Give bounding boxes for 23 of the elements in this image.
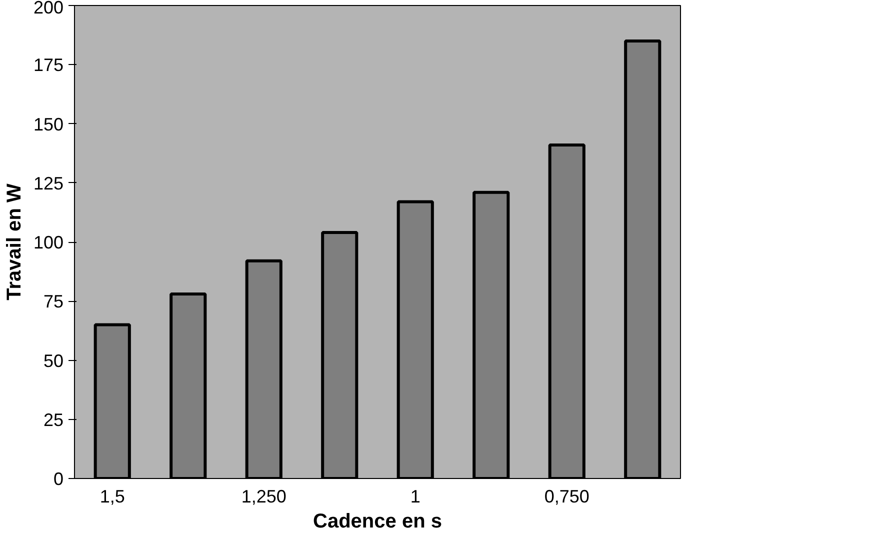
x-tick-label: 1,250	[241, 486, 286, 506]
bar	[94, 323, 131, 478]
y-tick-label: 0	[53, 469, 64, 489]
y-tick-label: 200	[33, 0, 64, 18]
bar	[548, 144, 586, 478]
y-tick-label: 25	[43, 410, 64, 430]
y-tick-label: 75	[43, 292, 64, 312]
x-axis-title: Cadence en s	[313, 510, 442, 532]
y-tick-label: 50	[43, 350, 64, 371]
bar	[245, 259, 282, 478]
y-tick-label: 150	[33, 114, 64, 134]
x-tick-label: 0,750	[544, 486, 590, 506]
bar	[624, 39, 662, 478]
y-tick-label: 125	[33, 173, 64, 194]
y-axis-title: Travail en W	[3, 184, 26, 300]
x-tick-label: 1,5	[100, 486, 125, 506]
x-tick-label: 1	[410, 486, 420, 506]
bar	[170, 292, 207, 478]
bar	[321, 231, 358, 478]
bar	[396, 200, 434, 478]
bar	[472, 190, 510, 478]
y-tick-label: 175	[33, 55, 64, 76]
y-tick-label: 100	[33, 232, 64, 252]
